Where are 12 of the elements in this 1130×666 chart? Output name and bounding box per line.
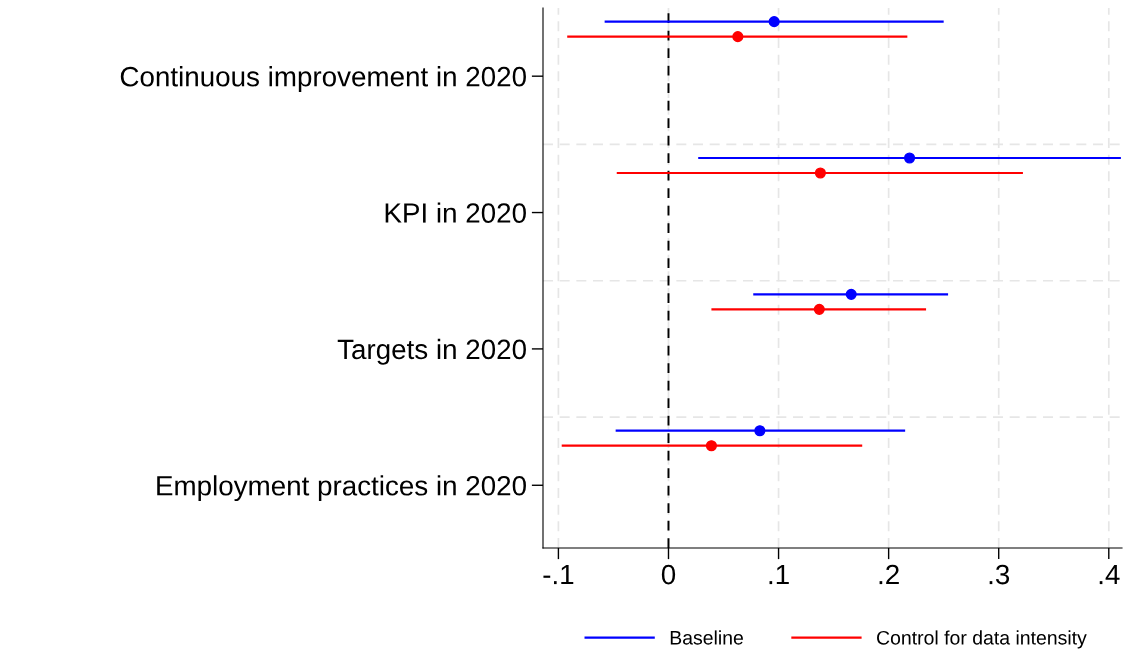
x-tick-label: .4 (1099, 564, 1120, 585)
legend-label: Control for data intensity (877, 630, 1087, 649)
y-tick-label: Employment practices in 2020 (157, 475, 526, 502)
y-tick-label: Continuous improvement in 2020 (120, 66, 526, 93)
legend-label: Baseline (670, 630, 743, 645)
x-tick-label: 0 (661, 564, 676, 585)
x-tick-label: .1 (769, 564, 789, 585)
y-tick-label: KPI in 2020 (385, 202, 526, 223)
y-tick-label: Targets in 2020 (337, 338, 526, 365)
x-tick-label: -.1 (543, 564, 574, 585)
x-tick-label: .2 (879, 564, 899, 585)
x-tick-label: .3 (989, 564, 1010, 585)
